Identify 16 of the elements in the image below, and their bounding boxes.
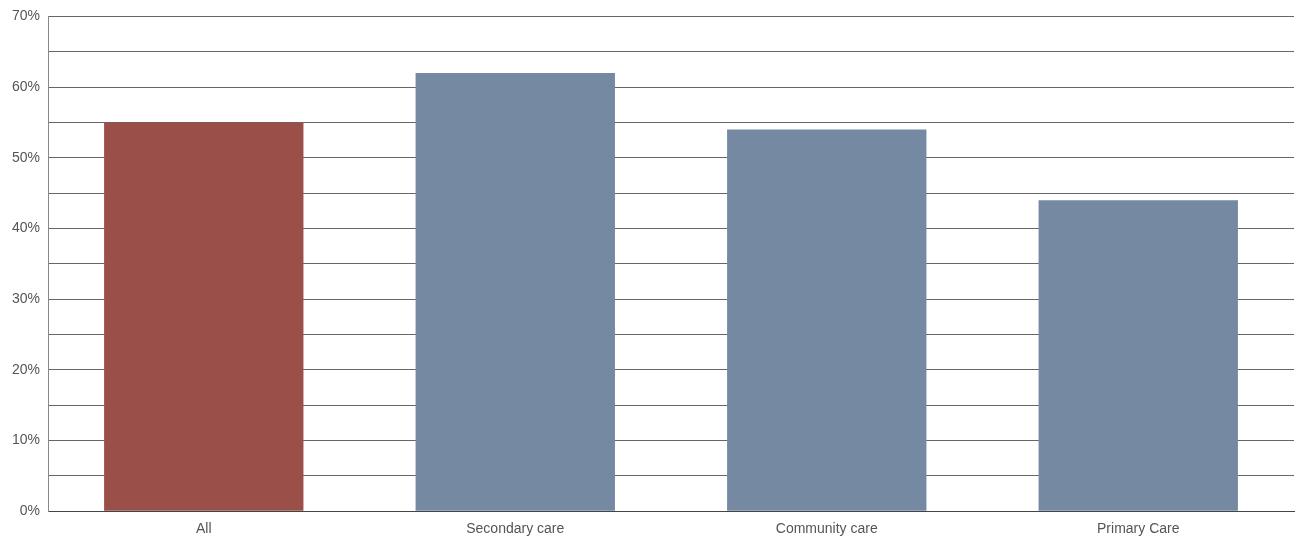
bar bbox=[104, 122, 304, 511]
y-tick-label: 10% bbox=[11, 431, 41, 448]
y-tick-label: 50% bbox=[11, 148, 41, 165]
bar bbox=[727, 129, 927, 511]
y-tick-label: 0% bbox=[19, 502, 41, 519]
x-tick-label: All bbox=[195, 520, 212, 537]
y-tick-label: 20% bbox=[11, 360, 41, 377]
x-tick-label: Community care bbox=[775, 520, 878, 537]
y-tick-label: 40% bbox=[11, 219, 41, 236]
bar bbox=[415, 72, 615, 511]
y-tick-label: 70% bbox=[11, 7, 41, 24]
x-tick-label: Secondary care bbox=[466, 520, 565, 537]
y-tick-label: 60% bbox=[11, 77, 41, 94]
x-tick-label: Primary Care bbox=[1097, 520, 1180, 537]
bar bbox=[1038, 200, 1238, 511]
y-tick-label: 30% bbox=[11, 290, 41, 306]
